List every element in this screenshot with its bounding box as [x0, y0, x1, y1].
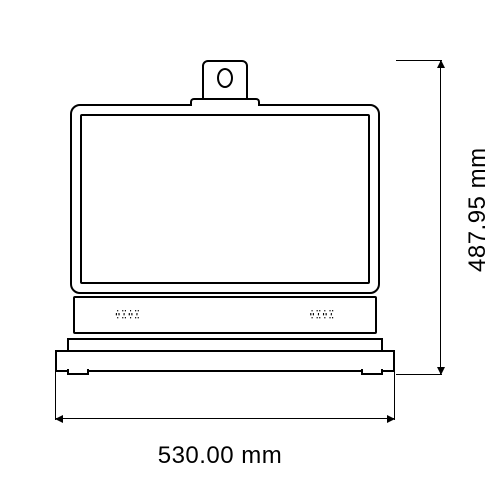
dimension-line-width [55, 418, 395, 419]
foot-right [361, 369, 383, 375]
display-bezel [70, 104, 380, 294]
foot-left [67, 369, 89, 375]
dimension-line-height [440, 60, 441, 375]
speaker-grille-right: ∴∵∴∵∵∴∵∴ [309, 311, 335, 319]
technical-drawing: ∴∵∴∵∵∴∵∴ ∴∵∴∵∵∴∵∴ 530.00 mm 487.95 mm [0, 0, 500, 500]
camera-module [202, 60, 248, 100]
extension-line [394, 372, 395, 420]
extension-line [55, 372, 56, 420]
speaker-bar: ∴∵∴∵∵∴∵∴ ∴∵∴∵∵∴∵∴ [73, 296, 377, 334]
speaker-grille-left: ∴∵∴∵∵∴∵∴ [115, 311, 141, 319]
dimension-label-width: 530.00 mm [0, 442, 440, 470]
extension-line [396, 60, 442, 61]
device-outline: ∴∵∴∵∵∴∵∴ ∴∵∴∵∵∴∵∴ [55, 60, 395, 375]
extension-line [396, 374, 442, 375]
base-lower [55, 350, 395, 372]
dimension-label-height: 487.95 mm [464, 0, 492, 420]
